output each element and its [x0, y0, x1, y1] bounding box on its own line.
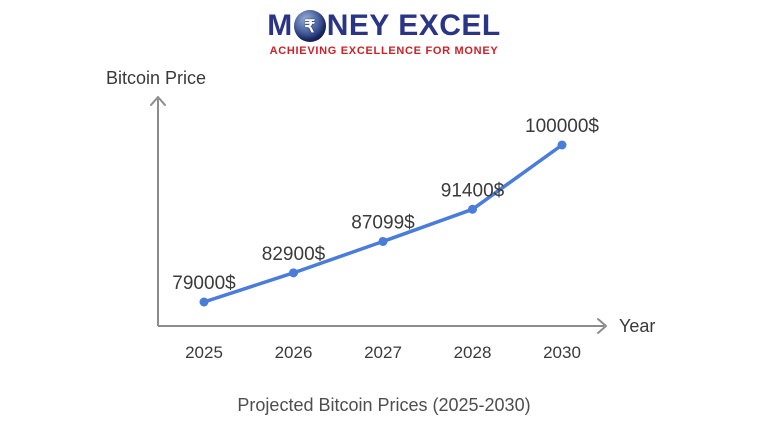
value-label-2028: 91400$ [441, 180, 505, 201]
y-axis-title: Bitcoin Price [106, 68, 206, 88]
value-label-2030: 100000$ [525, 116, 599, 137]
brand-name-suffix: NEY EXCEL [326, 9, 501, 42]
x-tick-label-2028: 2028 [454, 343, 492, 362]
x-tick-label-2025: 2025 [185, 343, 223, 362]
brand-tagline: ACHIEVING EXCELLENCE FOR MONEY [269, 45, 499, 57]
data-point-2025 [199, 297, 209, 307]
brand-name-prefix: M [267, 9, 293, 42]
y-axis-arrow-icon [150, 96, 166, 106]
globe-icon: ₹ [293, 10, 326, 42]
data-point-2027 [378, 236, 388, 246]
value-label-2025: 79000$ [172, 273, 236, 294]
x-axis-title: Year [619, 316, 655, 336]
chart-title: Projected Bitcoin Prices (2025-2030) [237, 395, 531, 415]
x-tick-label-2026: 2026 [275, 343, 313, 362]
value-label-2027: 87099$ [351, 212, 415, 233]
x-axis-arrow-icon [597, 318, 607, 334]
x-tick-label-2027: 2027 [364, 343, 402, 362]
value-label-2026: 82900$ [262, 244, 326, 265]
price-series: 79000$ 2025 82900$ 2026 87099$ 2027 91400$ 2028… [172, 116, 599, 362]
brand-header: M ₹ NEY EXCEL ACHIEVING EXCELLENCE FOR M… [0, 10, 768, 57]
data-point-2028 [468, 204, 477, 214]
rupee-icon: ₹ [304, 16, 316, 36]
data-point-2026 [289, 268, 298, 278]
x-tick-label-2030: 2030 [543, 343, 581, 362]
brand-logo: M ₹ NEY EXCEL [267, 10, 501, 42]
data-point-2030 [557, 140, 567, 150]
